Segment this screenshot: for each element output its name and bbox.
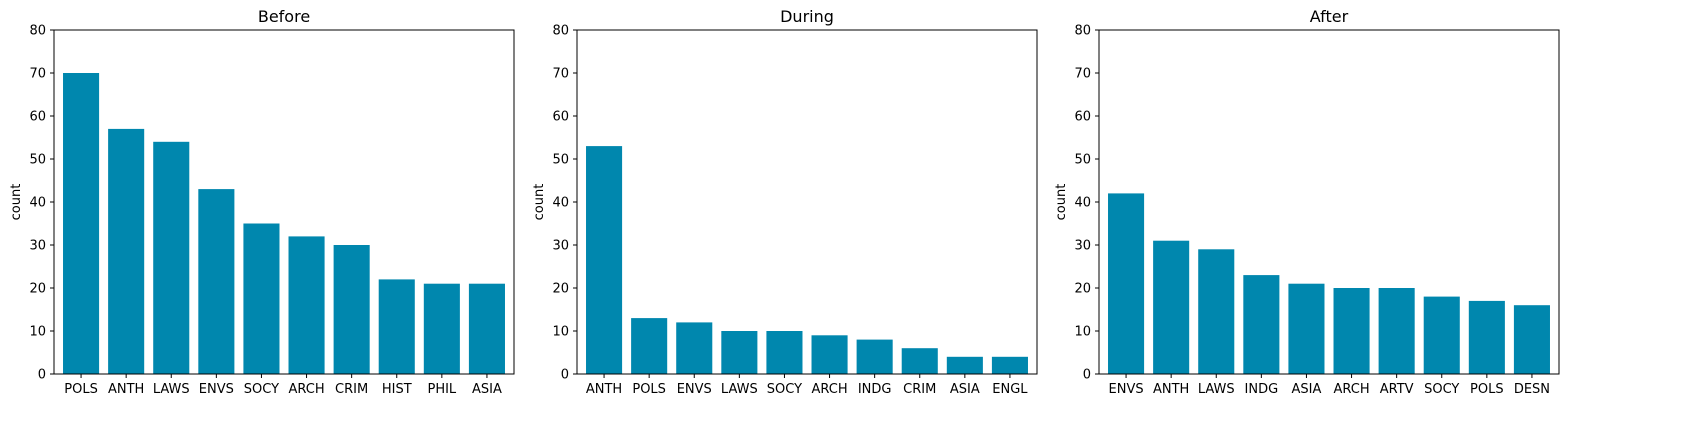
x-tick-label: ARTV xyxy=(1380,382,1414,397)
x-tick-label: ANTH xyxy=(1153,382,1189,397)
bar-envs xyxy=(198,189,235,374)
x-tick-label: ASIA xyxy=(472,382,502,397)
y-tick-label: 40 xyxy=(29,196,46,211)
x-tick-label: SOCY xyxy=(767,382,802,397)
y-tick-label: 60 xyxy=(29,110,46,125)
x-tick-label: DESN xyxy=(1514,382,1550,397)
bar-laws xyxy=(153,141,190,374)
bar-anth xyxy=(1153,240,1190,374)
y-tick-label: 80 xyxy=(29,24,46,39)
x-tick-label: ENVS xyxy=(1109,382,1144,397)
x-tick-label: HIST xyxy=(382,382,412,397)
y-axis-label: count xyxy=(532,184,547,221)
y-tick-label: 0 xyxy=(1083,368,1091,383)
chart-panel-before: 0 10 20 30 40 50 60 70 80 POLS ANTH LAWS ENVS SOCY ARC… xyxy=(9,7,515,397)
bar-pols xyxy=(1468,300,1505,374)
y-tick-label: 50 xyxy=(1074,153,1091,168)
chart-panel-after: 0 10 20 30 40 50 60 70 80 ENVS ANTH LAWS INDG ASIA ARC… xyxy=(1054,7,1560,397)
bar-envs xyxy=(1108,193,1145,374)
x-tick-label: POLS xyxy=(1470,382,1504,397)
chart-panel-during: 0 10 20 30 40 50 60 70 80 ANTH POLS ENVS LAWS SOCY ARC… xyxy=(532,7,1038,397)
bar-asia xyxy=(468,283,505,374)
y-tick-label: 20 xyxy=(29,282,46,297)
y-tick-label: 20 xyxy=(552,282,569,297)
bar-pols xyxy=(631,318,668,374)
y-tick-label: 70 xyxy=(29,67,46,82)
x-tick-label: INDG xyxy=(1245,382,1279,397)
bar-indg xyxy=(1243,275,1280,374)
bar-socy xyxy=(243,223,280,374)
x-tick-label: LAWS xyxy=(1198,382,1235,397)
x-tick-label: CRIM xyxy=(903,382,936,397)
x-tick-label: SOCY xyxy=(1424,382,1459,397)
y-tick-label: 60 xyxy=(552,110,569,125)
x-tick-label: ANTH xyxy=(108,382,144,397)
bar-anth xyxy=(108,128,145,374)
bar-envs xyxy=(676,322,713,374)
bar-artv xyxy=(1378,288,1415,374)
y-tick-label: 20 xyxy=(1074,282,1091,297)
x-tick-label: LAWS xyxy=(721,382,758,397)
chart-title: During xyxy=(780,7,834,26)
y-axis-label: count xyxy=(1054,184,1069,221)
bar-laws xyxy=(1198,249,1235,374)
x-tick-label: ENGL xyxy=(992,382,1028,397)
x-tick-label: INDG xyxy=(858,382,892,397)
x-tick-label: PHIL xyxy=(427,382,456,397)
y-tick-label: 0 xyxy=(38,368,46,383)
bar-socy xyxy=(766,331,803,374)
y-tick-label: 50 xyxy=(552,153,569,168)
bar-arch xyxy=(288,236,325,374)
y-tick-label: 30 xyxy=(1074,239,1091,254)
bar-phil xyxy=(423,283,460,374)
x-tick-label: ENVS xyxy=(677,382,712,397)
y-tick-label: 70 xyxy=(552,67,569,82)
bar-crim xyxy=(333,245,370,374)
y-tick-label: 40 xyxy=(552,196,569,211)
y-tick-label: 10 xyxy=(552,325,569,340)
bar-socy xyxy=(1423,296,1460,374)
y-tick-label: 40 xyxy=(1074,196,1091,211)
x-tick-label: ENVS xyxy=(199,382,234,397)
x-tick-label: ANTH xyxy=(586,382,622,397)
bar-crim xyxy=(901,348,938,374)
bar-indg xyxy=(856,339,893,374)
bar-hist xyxy=(378,279,415,374)
x-tick-label: SOCY xyxy=(244,382,279,397)
y-tick-label: 10 xyxy=(1074,325,1091,340)
chart-title: After xyxy=(1310,7,1349,26)
x-tick-label: ARCH xyxy=(288,382,324,397)
x-tick-label: POLS xyxy=(632,382,666,397)
y-tick-label: 0 xyxy=(561,368,569,383)
y-tick-label: 30 xyxy=(552,239,569,254)
y-tick-label: 60 xyxy=(1074,110,1091,125)
x-tick-label: POLS xyxy=(64,382,98,397)
x-tick-label: ARCH xyxy=(1333,382,1369,397)
bar-asia xyxy=(1288,283,1325,374)
x-tick-label: ASIA xyxy=(950,382,980,397)
bar-anth xyxy=(586,146,623,374)
y-tick-label: 50 xyxy=(29,153,46,168)
x-tick-label: LAWS xyxy=(153,382,190,397)
y-axis-label: count xyxy=(9,184,24,221)
bar-asia xyxy=(946,356,983,374)
x-tick-label: ASIA xyxy=(1292,382,1322,397)
chart-title: Before xyxy=(258,7,310,26)
x-tick-label: CRIM xyxy=(335,382,368,397)
bar-arch xyxy=(811,335,848,374)
bar-arch xyxy=(1333,288,1370,374)
bar-laws xyxy=(721,331,758,374)
y-tick-label: 10 xyxy=(29,325,46,340)
y-tick-label: 80 xyxy=(1074,24,1091,39)
bar-engl xyxy=(991,356,1028,374)
y-tick-label: 70 xyxy=(1074,67,1091,82)
y-tick-label: 30 xyxy=(29,239,46,254)
x-tick-label: ARCH xyxy=(811,382,847,397)
bar-desn xyxy=(1513,305,1550,374)
y-tick-label: 80 xyxy=(552,24,569,39)
bar-pols xyxy=(63,73,100,374)
